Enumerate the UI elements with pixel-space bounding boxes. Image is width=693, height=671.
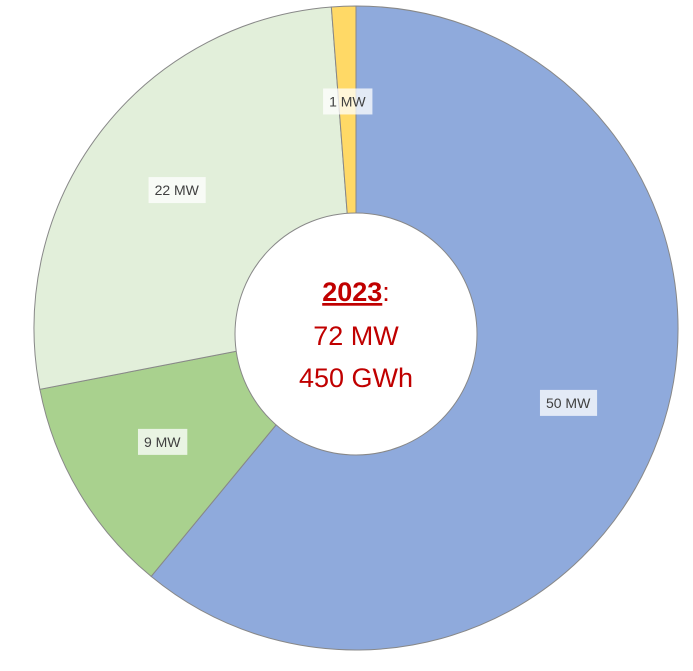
labels: 50 MW 9 MW 22 MW 1 MW [137,88,598,455]
center-year: 2023 [322,277,382,307]
data-label: 22 MW [155,182,200,198]
center-year-line: 2023: [322,277,390,307]
data-label: 1 MW [329,93,366,109]
data-label-bg [148,177,206,204]
center-line: 72 MW [313,321,399,351]
data-label-bg [323,88,373,115]
center-line: 450 GWh [299,363,413,393]
data-label: 9 MW [144,434,181,450]
center-suffix: : [382,277,390,307]
data-label-bg [539,389,598,416]
donut-hole [234,212,478,456]
data-label-bg [137,428,188,455]
data-label: 50 MW [546,395,591,411]
